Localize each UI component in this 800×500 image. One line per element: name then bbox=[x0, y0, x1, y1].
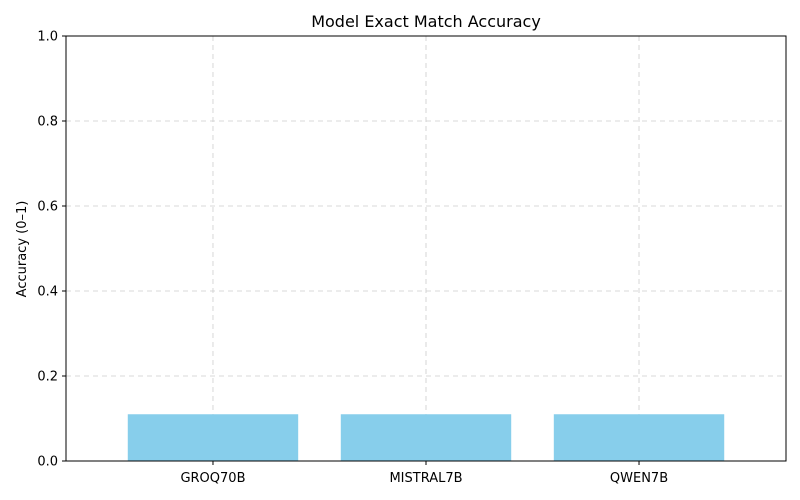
bar-qwen7b bbox=[553, 414, 725, 461]
y-tick-label: 1.0 bbox=[37, 30, 58, 45]
bar-mistral7b bbox=[340, 414, 512, 461]
y-tick-label: 0.0 bbox=[37, 455, 58, 470]
x-tick-label: MISTRAL7B bbox=[389, 471, 462, 486]
chart-title: Model Exact Match Accuracy bbox=[311, 12, 541, 31]
axes: 0.0 0.2 0.4 0.6 0.8 1.0 GROQ70B MISTRAL7B QWEN7B bbox=[37, 30, 787, 486]
bars bbox=[127, 414, 725, 461]
bar-groq70b bbox=[127, 414, 299, 461]
y-tick-label: 0.8 bbox=[37, 115, 58, 130]
y-tick-label: 0.4 bbox=[37, 285, 58, 300]
x-tick-label: GROQ70B bbox=[180, 471, 245, 486]
y-tick-label: 0.6 bbox=[37, 200, 58, 215]
grid-layer bbox=[66, 35, 786, 462]
plot-frame bbox=[65, 35, 787, 462]
x-tick-label: QWEN7B bbox=[610, 471, 668, 486]
y-tick-label: 0.2 bbox=[37, 370, 58, 385]
y-axis-label: Accuracy (0–1) bbox=[15, 201, 30, 298]
